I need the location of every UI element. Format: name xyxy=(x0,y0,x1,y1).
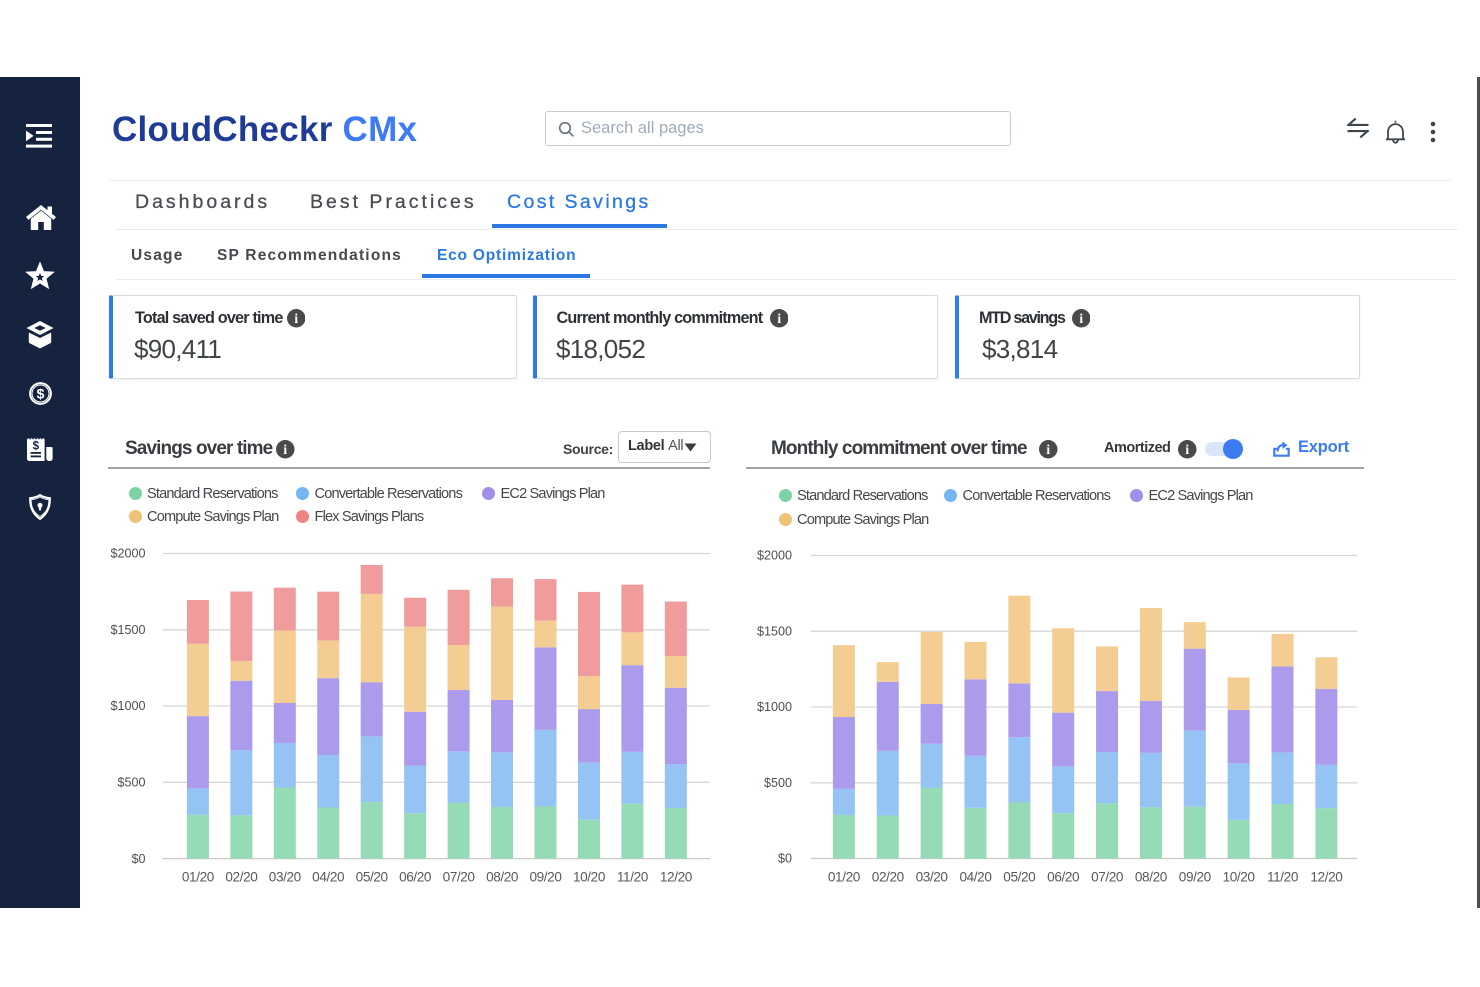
svg-text:11/20: 11/20 xyxy=(1267,870,1299,885)
svg-text:$1000: $1000 xyxy=(757,700,792,714)
svg-text:$500: $500 xyxy=(764,776,792,790)
svg-text:11/20: 11/20 xyxy=(617,870,649,885)
svg-text:$1000: $1000 xyxy=(110,699,145,713)
svg-text:i: i xyxy=(294,311,298,326)
svg-text:$0: $0 xyxy=(131,852,145,866)
svg-text:08/20: 08/20 xyxy=(486,870,519,885)
svg-text:03/20: 03/20 xyxy=(269,870,302,885)
svg-text:09/20: 09/20 xyxy=(529,870,562,885)
svg-text:i: i xyxy=(777,311,781,326)
svg-text:$2000: $2000 xyxy=(757,549,792,563)
svg-text:02/20: 02/20 xyxy=(225,870,258,885)
svg-text:10/20: 10/20 xyxy=(1223,870,1256,885)
svg-text:01/20: 01/20 xyxy=(828,870,861,885)
svg-text:04/20: 04/20 xyxy=(959,870,992,885)
svg-text:$1500: $1500 xyxy=(110,623,145,637)
svg-text:02/20: 02/20 xyxy=(872,870,905,885)
svg-text:03/20: 03/20 xyxy=(916,870,949,885)
svg-text:$500: $500 xyxy=(117,776,145,790)
svg-text:i: i xyxy=(1186,442,1190,457)
svg-text:12/20: 12/20 xyxy=(1310,870,1343,885)
svg-text:$0: $0 xyxy=(778,852,792,866)
svg-text:04/20: 04/20 xyxy=(312,870,345,885)
svg-text:$: $ xyxy=(33,440,40,452)
svg-text:07/20: 07/20 xyxy=(1091,870,1124,885)
svg-text:05/20: 05/20 xyxy=(1003,870,1036,885)
svg-text:01/20: 01/20 xyxy=(182,870,215,885)
svg-text:$2000: $2000 xyxy=(110,547,145,561)
svg-text:06/20: 06/20 xyxy=(399,870,432,885)
svg-text:09/20: 09/20 xyxy=(1179,870,1212,885)
svg-text:$1500: $1500 xyxy=(757,625,792,639)
svg-text:i: i xyxy=(1079,311,1083,326)
svg-text:$: $ xyxy=(37,385,45,401)
svg-text:12/20: 12/20 xyxy=(660,870,693,885)
svg-text:i: i xyxy=(1047,442,1051,457)
svg-text:07/20: 07/20 xyxy=(443,870,476,885)
svg-text:10/20: 10/20 xyxy=(573,870,606,885)
svg-text:08/20: 08/20 xyxy=(1135,870,1168,885)
svg-text:05/20: 05/20 xyxy=(356,870,389,885)
svg-text:i: i xyxy=(284,442,288,457)
svg-text:06/20: 06/20 xyxy=(1047,870,1080,885)
